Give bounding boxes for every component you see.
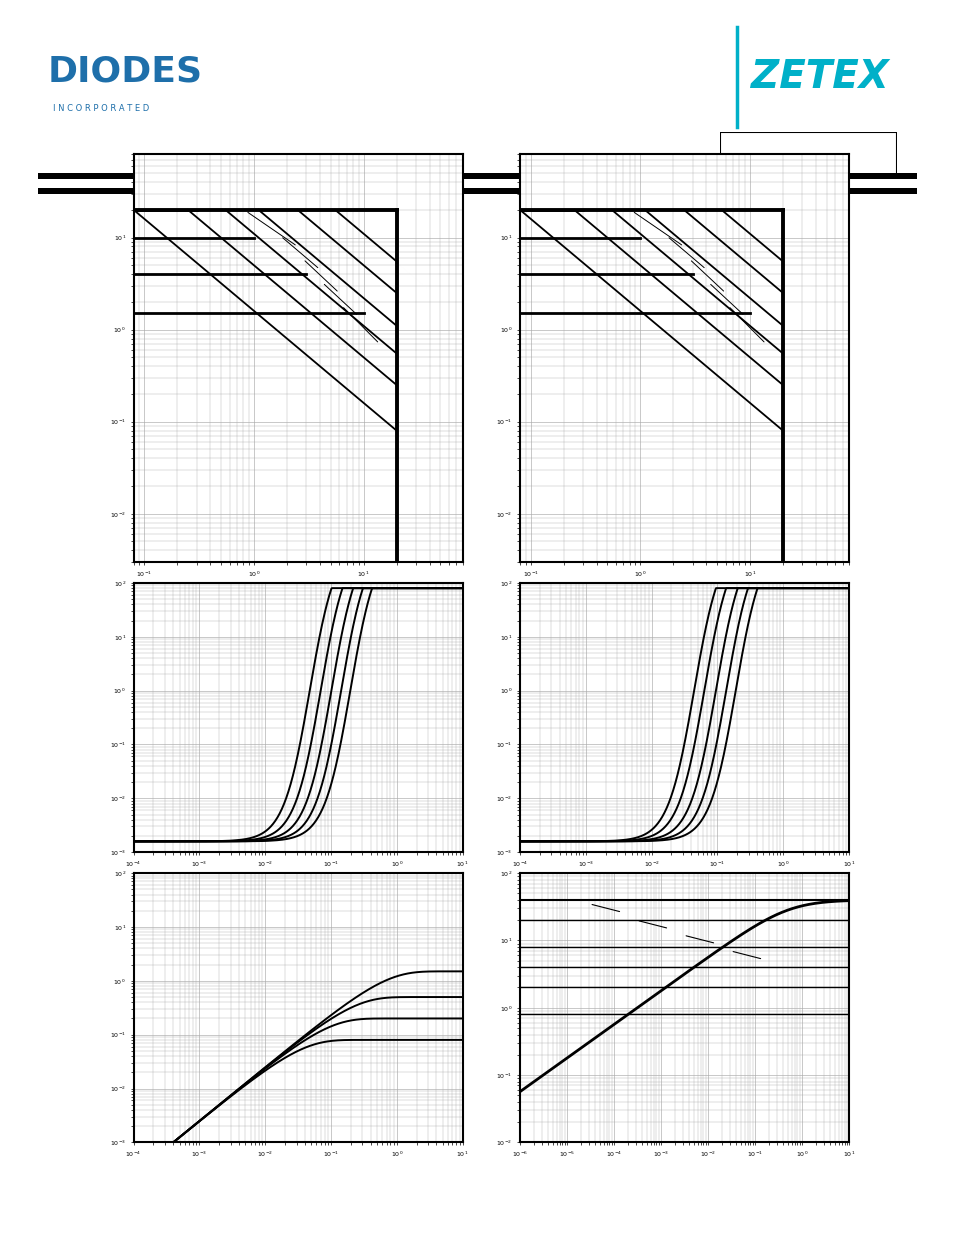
Text: ®: ® bbox=[180, 59, 187, 65]
Text: DIODES: DIODES bbox=[48, 54, 203, 89]
Text: I N C O R P O R A T E D: I N C O R P O R A T E D bbox=[53, 104, 150, 114]
Text: ZETEX: ZETEX bbox=[750, 58, 888, 95]
